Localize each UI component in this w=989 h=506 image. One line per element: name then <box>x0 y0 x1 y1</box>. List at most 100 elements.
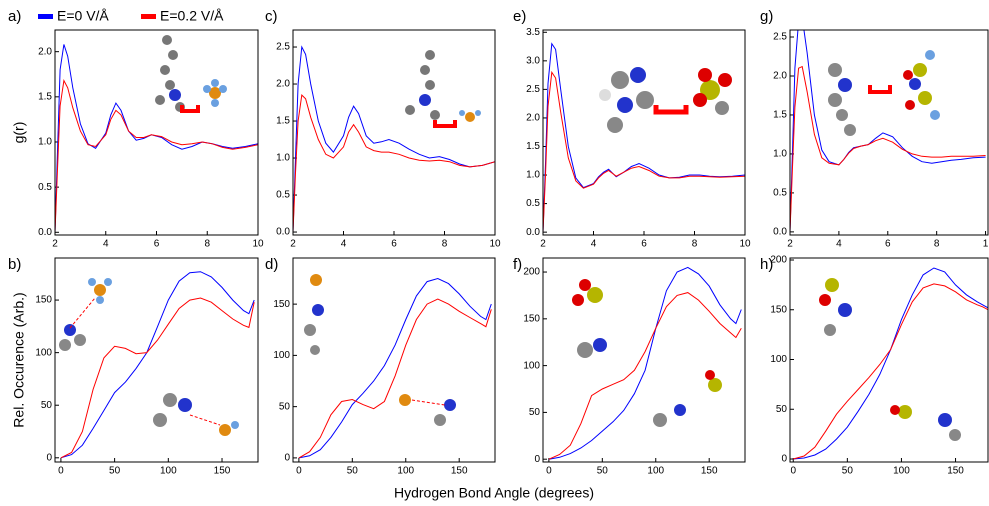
molecule-g <box>828 50 940 136</box>
panel-label: c) <box>265 8 278 25</box>
x-tick-label: 0 <box>790 466 796 477</box>
y-tick-label: 0.5 <box>526 198 540 209</box>
x-tick-label: 4 <box>836 239 842 250</box>
y-tick-label: 2.5 <box>773 32 787 43</box>
plot-frame <box>543 30 745 235</box>
molecule-e <box>599 67 732 133</box>
x-tick-label: 10 <box>739 239 751 250</box>
y-tick-label: 150 <box>35 295 52 306</box>
y-tick-label: 100 <box>523 360 540 371</box>
y-tick-label: 200 <box>523 267 540 278</box>
legend-swatch <box>38 14 53 19</box>
panel: 0 50 100 150 0 50 100 150 b) Rel. Occurence (Arb.… <box>8 256 258 477</box>
x-tick-label: 0 <box>296 466 302 477</box>
y-tick-label: 3.0 <box>526 55 540 66</box>
x-tick-label: 100 <box>893 466 910 477</box>
plot-frame <box>790 30 988 235</box>
plot-lines <box>55 44 258 232</box>
y-tick-label: 1.5 <box>526 141 540 152</box>
y-tick-label: 100 <box>770 354 787 365</box>
x-tick-label: 50 <box>842 466 854 477</box>
x-tick-label: 8 <box>934 239 940 250</box>
y-tick-label: 2.0 <box>526 113 540 124</box>
y-axis-label: Rel. Occurence (Arb.) <box>11 292 27 427</box>
panel: 050100150200050100150h) <box>760 255 988 477</box>
series-line <box>299 279 491 458</box>
y-tick-label: 150 <box>523 313 540 324</box>
x-tick-label: 8 <box>692 239 698 250</box>
x-tick-label: 100 <box>647 466 664 477</box>
plot-frame <box>293 30 495 235</box>
x-tick-label: 150 <box>451 466 468 477</box>
molecules <box>59 35 961 441</box>
plot-lines <box>299 279 491 458</box>
y-tick-label: 100 <box>273 350 290 361</box>
y-tick-label: 1.0 <box>773 149 787 160</box>
y-tick-label: 0.0 <box>38 227 52 238</box>
x-tick-label: 50 <box>347 466 359 477</box>
plot-frame <box>543 258 745 462</box>
x-tick-label: 0 <box>58 466 64 477</box>
x-tick-label: 8 <box>442 239 448 250</box>
x-tick-label: 2 <box>52 239 58 250</box>
x-tick-label: 0 <box>546 466 552 477</box>
series-line <box>293 47 495 232</box>
plot-lines <box>293 47 495 232</box>
x-tick-label: 150 <box>947 466 964 477</box>
plot-frame <box>55 30 258 235</box>
y-tick-label: 2.0 <box>276 79 290 90</box>
y-tick-label: 50 <box>776 404 788 415</box>
x-tick-label: 4 <box>103 239 109 250</box>
y-tick-label: 100 <box>35 347 52 358</box>
y-tick-label: 1.5 <box>276 116 290 127</box>
series-line <box>55 44 258 232</box>
x-tick-label: 4 <box>341 239 347 250</box>
y-tick-label: 50 <box>279 401 291 412</box>
panel: 0 50 100 150 0 50 100 150 d) <box>265 256 495 477</box>
y-tick-label: 50 <box>529 407 541 418</box>
y-tick-label: 150 <box>273 299 290 310</box>
x-tick-label: 150 <box>214 466 231 477</box>
panel-label: e) <box>513 8 526 25</box>
panel-label: b) <box>8 256 21 273</box>
legend-label: E=0.2 V/Å <box>160 8 224 24</box>
panel-label: a) <box>8 8 21 25</box>
x-tick-label: 2 <box>787 239 793 250</box>
x-tick-label: 150 <box>701 466 718 477</box>
x-tick-label: 100 <box>397 466 414 477</box>
x-tick-label: 6 <box>885 239 891 250</box>
y-tick-label: 1.0 <box>526 170 540 181</box>
plot-lines <box>790 18 986 232</box>
x-tick-label: 6 <box>641 239 647 250</box>
x-tick-label: 8 <box>204 239 210 250</box>
y-tick-label: 50 <box>41 400 53 411</box>
y-tick-label: 0 <box>534 454 540 465</box>
x-tick-label: 1 <box>983 239 989 250</box>
y-tick-label: 2.0 <box>38 46 52 57</box>
y-tick-label: 0 <box>284 453 290 464</box>
panel-label: f) <box>513 256 522 273</box>
x-tick-label: 2 <box>290 239 296 250</box>
y-tick-label: 3.5 <box>526 27 540 38</box>
y-tick-label: 0 <box>46 452 52 463</box>
x-tick-label: 100 <box>160 466 177 477</box>
panel-label: h) <box>760 256 773 273</box>
y-tick-label: 0 <box>781 454 787 465</box>
x-tick-label: 50 <box>109 466 121 477</box>
panel-label: d) <box>265 256 278 273</box>
x-tick-label: 6 <box>154 239 160 250</box>
legend-swatch <box>141 14 156 19</box>
x-tick-label: 6 <box>391 239 397 250</box>
panel-label: g) <box>760 8 773 25</box>
x-tick-label: 10 <box>489 239 501 250</box>
y-tick-label: 1.5 <box>38 91 52 102</box>
x-tick-label: 4 <box>591 239 597 250</box>
molecule-c <box>405 50 481 126</box>
x-axis-label: Hydrogen Bond Angle (degrees) <box>394 485 594 501</box>
y-tick-label: 2.0 <box>773 71 787 82</box>
series-line <box>299 299 491 458</box>
